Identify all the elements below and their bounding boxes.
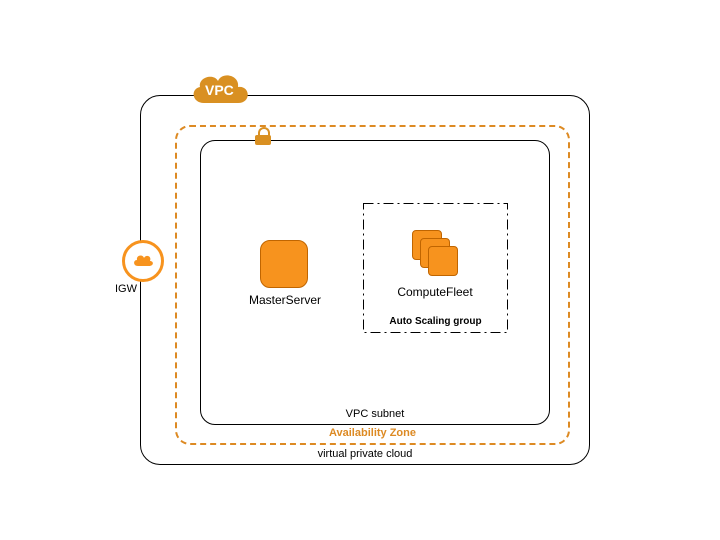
diagram-stage: virtual private cloud Availability Zone …	[0, 0, 720, 540]
auto-scaling-group-label: Auto Scaling group	[363, 316, 508, 327]
subnet-label: VPC subnet	[201, 408, 549, 420]
lock-icon	[255, 131, 271, 145]
vpc-badge-text: VPC	[205, 82, 234, 98]
compute-fleet-label: ComputeFleet	[380, 285, 490, 299]
cloud-glyph-icon	[132, 253, 154, 269]
master-server-icon	[260, 240, 308, 288]
igw-label: IGW	[115, 283, 137, 295]
availability-zone-label: Availability Zone	[177, 427, 568, 439]
vpc-label: virtual private cloud	[141, 448, 589, 460]
compute-fleet-icon	[412, 230, 458, 276]
igw-icon	[122, 240, 164, 282]
master-server-label: MasterServer	[230, 293, 340, 307]
